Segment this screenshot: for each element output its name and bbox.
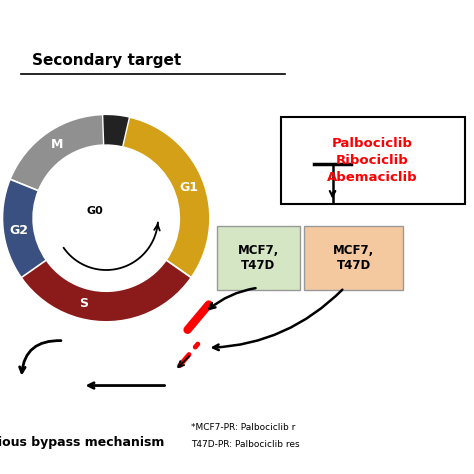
Text: Secondary target: Secondary target <box>32 53 181 68</box>
Text: *MCF7-PR: Palbociclib r: *MCF7-PR: Palbociclib r <box>191 423 295 432</box>
Wedge shape <box>3 225 191 322</box>
Wedge shape <box>109 114 210 278</box>
Text: G1: G1 <box>180 182 199 194</box>
Text: ious bypass mechanism: ious bypass mechanism <box>0 436 164 448</box>
Text: G2: G2 <box>9 224 28 237</box>
Wedge shape <box>2 179 46 278</box>
FancyBboxPatch shape <box>281 117 465 204</box>
Wedge shape <box>102 114 129 147</box>
Text: Palbociclib
Ribociclib
Abemaciclib: Palbociclib Ribociclib Abemaciclib <box>328 137 418 184</box>
FancyBboxPatch shape <box>217 227 300 290</box>
Wedge shape <box>10 114 106 191</box>
Text: T47D-PR: Palbociclib res: T47D-PR: Palbociclib res <box>191 440 300 449</box>
Text: S: S <box>79 297 88 310</box>
Text: M: M <box>51 138 63 151</box>
Text: G0: G0 <box>86 206 103 216</box>
Text: MCF7,
T47D: MCF7, T47D <box>237 244 279 272</box>
FancyBboxPatch shape <box>304 227 403 290</box>
Text: MCF7,
T47D: MCF7, T47D <box>333 244 374 272</box>
